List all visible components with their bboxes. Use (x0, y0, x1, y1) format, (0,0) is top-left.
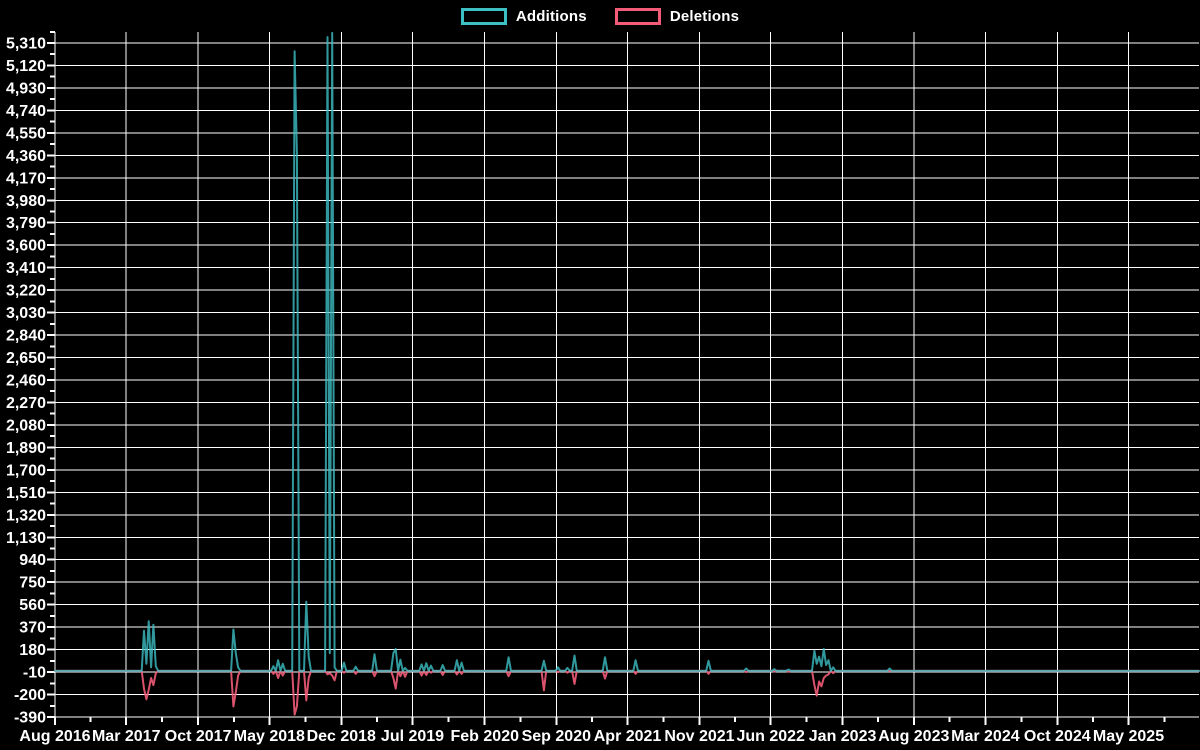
legend-item-deletions[interactable]: Deletions (614, 8, 740, 25)
y-tick-label: 5,310 (6, 36, 46, 53)
y-tick-label: -390 (14, 710, 46, 727)
y-tick-label: 5,120 (6, 58, 46, 75)
x-tick-label: May 2025 (1093, 728, 1164, 745)
y-tick-label: 1,700 (6, 462, 46, 479)
y-tick-label: 4,550 (6, 125, 46, 142)
y-tick-label: -200 (14, 687, 46, 704)
y-tick-label: 1,890 (6, 440, 46, 457)
y-tick-label: 750 (19, 575, 46, 592)
y-tick-label: 3,600 (6, 238, 46, 255)
y-tick-label: 1,320 (6, 507, 46, 524)
x-tick-label: Apr 2021 (594, 728, 662, 745)
x-tick-label: Aug 2016 (19, 728, 90, 745)
chart-legend: Additions Deletions (0, 8, 1200, 25)
y-tick-label: 1,130 (6, 530, 46, 547)
x-tick-label: Oct 2024 (1024, 728, 1091, 745)
x-tick-label: Nov 2021 (664, 728, 734, 745)
y-tick-label: 2,270 (6, 395, 46, 412)
y-tick-label: 2,080 (6, 417, 46, 434)
deletions-swatch-icon (614, 8, 661, 25)
gridlines (54, 32, 1199, 718)
x-tick-label: Oct 2017 (165, 728, 232, 745)
y-tick-label: 3,980 (6, 193, 46, 210)
y-tick-label: 4,930 (6, 80, 46, 97)
deletions-legend-label: Deletions (669, 8, 740, 25)
x-axis-labels: Aug 2016 Mar 2017 Oct 2017 May 2018 Dec 2018… (19, 728, 1164, 745)
y-tick-label: 940 (19, 552, 46, 569)
y-tick-label: 4,170 (6, 170, 46, 187)
y-tick-label: -10 (23, 665, 46, 682)
y-tick-label: 3,790 (6, 215, 46, 232)
y-axis-labels: -390 -200 -10 180 370 560 750 940 1,130 1,320 1,51… (6, 36, 46, 727)
y-tick-label: 180 (19, 642, 46, 659)
legend-item-additions[interactable]: Additions (460, 8, 587, 25)
axis-ticks (47, 30, 1166, 725)
y-tick-label: 2,650 (6, 350, 46, 367)
x-tick-label: Jan 2023 (809, 728, 877, 745)
y-tick-label: 3,410 (6, 260, 46, 277)
x-tick-label: Jun 2022 (736, 728, 805, 745)
y-tick-label: 1,510 (6, 485, 46, 502)
additions-swatch-icon (460, 8, 507, 25)
x-tick-label: Sep 2020 (522, 728, 591, 745)
additions-legend-label: Additions (515, 8, 587, 25)
y-tick-label: 560 (19, 597, 46, 614)
x-tick-label: Feb 2020 (451, 728, 520, 745)
additions-series-line (54, 31, 1200, 672)
deletions-series-line (54, 669, 1200, 716)
x-tick-label: Dec 2018 (307, 728, 376, 745)
x-tick-label: Mar 2024 (951, 728, 1020, 745)
y-tick-label: 2,460 (6, 373, 46, 390)
x-tick-label: Aug 2023 (878, 728, 949, 745)
y-tick-label: 3,220 (6, 283, 46, 300)
x-tick-label: May 2018 (234, 728, 305, 745)
y-tick-label: 2,840 (6, 328, 46, 345)
y-tick-label: 4,740 (6, 103, 46, 120)
y-tick-label: 370 (19, 620, 46, 637)
y-tick-label: 4,360 (6, 148, 46, 165)
x-tick-label: Mar 2017 (92, 728, 161, 745)
x-tick-label: Jul 2019 (381, 728, 444, 745)
y-tick-label: 3,030 (6, 305, 46, 322)
